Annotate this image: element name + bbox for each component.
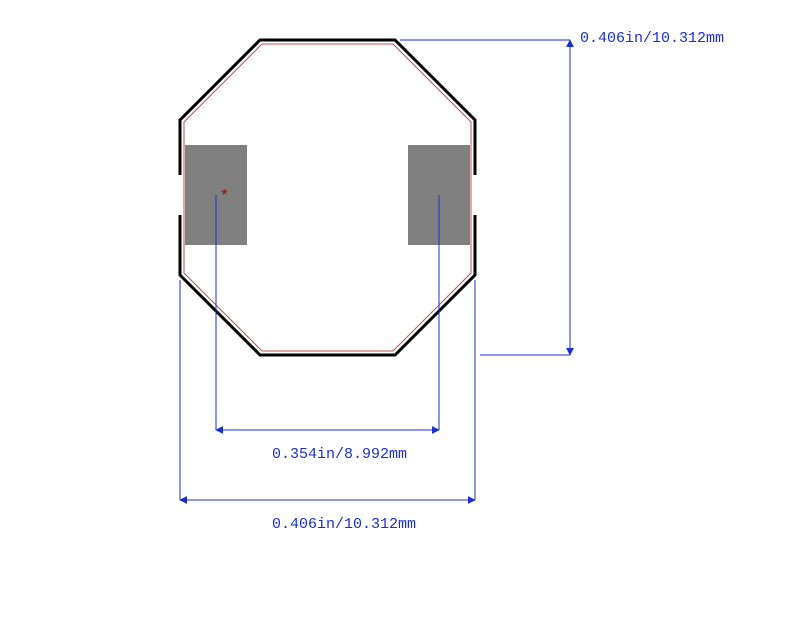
dimension-height-label: 0.406in/10.312mm [580, 30, 724, 47]
dimension-pad-pitch: 0.354in/8.992mm [216, 195, 439, 463]
dimension-pad-pitch-label: 0.354in/8.992mm [272, 446, 407, 463]
dimension-width-label: 0.406in/10.312mm [272, 516, 416, 533]
pin1-marker: * [220, 188, 229, 205]
component-drawing: * 0.354in/8.992mm 0.406in/10.312mm 0.406… [0, 0, 800, 619]
